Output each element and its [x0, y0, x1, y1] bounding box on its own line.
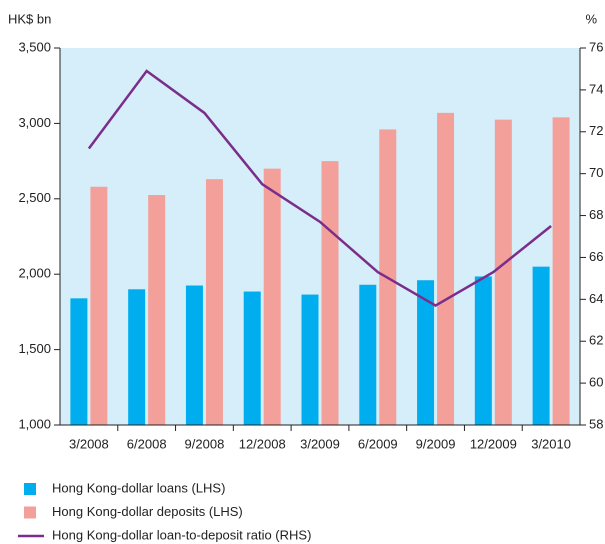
y2-tick-label: 64 — [589, 291, 603, 306]
y2-tick-label: 72 — [589, 123, 603, 138]
x-tick-label: 12/2008 — [239, 436, 286, 451]
x-tick-label: 3/2009 — [300, 436, 340, 451]
bar — [359, 284, 377, 425]
y-tick-label: 2,500 — [18, 190, 51, 205]
y2-axis-label: % — [585, 11, 597, 26]
y2-tick-label: 76 — [589, 39, 603, 54]
bar — [263, 168, 281, 425]
y2-tick-label: 58 — [589, 416, 603, 431]
bar — [474, 276, 492, 425]
bar — [148, 195, 166, 425]
bar — [494, 119, 512, 425]
legend-label: Hong Kong-dollar loan-to-deposit ratio (… — [52, 527, 311, 542]
bar — [243, 291, 261, 425]
bar — [205, 179, 223, 425]
legend-label: Hong Kong-dollar deposits (LHS) — [52, 504, 243, 519]
y2-tick-label: 70 — [589, 165, 603, 180]
x-tick-label: 3/2008 — [69, 436, 109, 451]
bar — [70, 298, 88, 425]
y2-tick-label: 66 — [589, 249, 603, 264]
x-tick-label: 6/2008 — [127, 436, 167, 451]
bar — [90, 186, 108, 425]
y-tick-label: 1,000 — [18, 416, 51, 431]
y-tick-label: 2,000 — [18, 266, 51, 281]
y-axis-label: HK$ bn — [8, 11, 51, 26]
bar — [552, 117, 570, 426]
bar — [185, 285, 203, 425]
y-tick-label: 3,000 — [18, 115, 51, 130]
ratio-line — [87, 69, 552, 308]
y2-tick-label: 60 — [589, 375, 603, 390]
bar — [417, 280, 435, 425]
y2-tick-label: 68 — [589, 207, 603, 222]
plot-background — [60, 48, 580, 425]
bar — [321, 161, 339, 425]
legend-swatch — [24, 506, 36, 519]
y-tick-label: 1,500 — [18, 341, 51, 356]
x-tick-label: 9/2009 — [416, 436, 456, 451]
x-tick-label: 6/2009 — [358, 436, 398, 451]
bar — [532, 266, 550, 425]
x-tick-label: 3/2010 — [531, 436, 571, 451]
legend-swatch — [24, 483, 36, 495]
legend-label: Hong Kong-dollar loans (LHS) — [52, 480, 225, 495]
x-tick-label: 9/2008 — [185, 436, 225, 451]
bar — [301, 294, 319, 425]
bar — [437, 112, 455, 426]
y-tick-label: 3,500 — [18, 39, 51, 54]
x-tick-label: 12/2009 — [470, 436, 517, 451]
y2-tick-label: 74 — [589, 81, 603, 96]
bar — [128, 289, 146, 425]
y2-tick-label: 62 — [589, 333, 603, 348]
